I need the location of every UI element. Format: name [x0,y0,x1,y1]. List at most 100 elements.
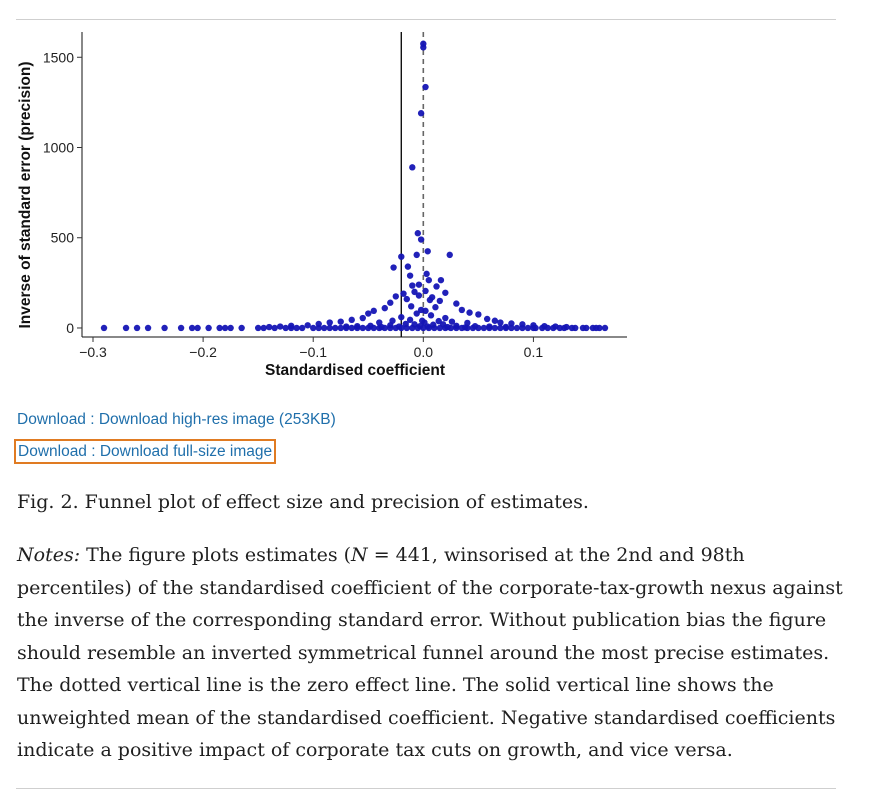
data-point [491,324,499,332]
data-point [337,324,344,332]
data-point [276,323,284,330]
x-tick-label: −0.2 [189,344,217,360]
data-point [413,251,420,259]
y-tick-label: 1500 [43,49,74,65]
data-point [392,324,399,332]
x-axis-label: Standardised coefficient [265,362,445,379]
data-point [435,317,442,325]
data-point [406,272,414,279]
data-point [348,316,355,324]
data-point [381,304,388,312]
data-point [556,324,564,332]
data-point [458,306,466,314]
data-point [532,324,539,332]
data-point [315,324,322,332]
bottom-divider [16,788,836,789]
data-point [442,324,449,332]
data-point [221,324,229,332]
data-point [442,289,449,296]
data-point [480,324,488,332]
data-point [271,324,278,332]
data-point [415,292,423,299]
data-point [265,323,273,331]
data-point [326,319,333,326]
data-point [365,324,372,332]
data-point [596,324,603,332]
data-point [299,324,306,332]
data-point [519,324,526,332]
y-tick-label: 500 [51,230,75,246]
download-high-res-link[interactable]: Download : Download high-res image (253K… [17,411,336,428]
data-point [205,324,212,332]
funnel-plot: 0 500 1000 1500 −0.3 −0.2 −0.1 0.0 0.1 Inverse o… [17,32,627,379]
data-point [453,324,460,332]
data-point [321,324,328,332]
data-point [359,324,366,332]
data-point [398,313,405,321]
data-point [161,324,168,332]
notes-lead: The figure plots estimates ( [86,544,352,566]
data-point [403,295,410,303]
data-point [406,316,414,324]
data-point [469,324,477,332]
data-point [431,324,438,332]
data-point [408,303,415,310]
data-point [359,314,366,322]
data-point [414,324,422,332]
data-point [579,324,587,332]
data-point [453,300,460,307]
data-point [544,324,551,332]
data-point [436,324,444,332]
data-point [436,297,444,305]
data-point [227,324,234,332]
data-point [422,307,429,315]
data-point [304,322,311,329]
download-full-size-link[interactable]: Download : Download full-size image [14,439,277,464]
data-point [589,324,597,332]
data-point [398,253,405,260]
data-point [417,236,425,243]
data-point [446,251,453,259]
data-point [601,324,609,332]
data-point [332,324,339,332]
data-point [260,324,267,332]
data-point [381,324,388,332]
data-point [390,264,397,271]
data-point [343,324,350,332]
data-point [427,312,435,319]
data-point [415,281,423,288]
data-point [177,324,185,332]
data-point [310,324,317,332]
notes-math-var: N [351,544,368,566]
data-point [409,164,416,171]
data-point [404,263,412,270]
data-point [348,324,355,332]
data-point [417,110,425,117]
data-point [425,324,433,332]
y-axis-label: Inverse of standard error (precision) [17,61,34,328]
data-point [422,83,429,91]
data-point [524,324,532,332]
data-point [238,324,245,332]
data-point [568,324,576,332]
figure-caption: Fig. 2. Funnel plot of effect size and p… [17,491,589,513]
data-point [387,324,394,332]
data-point [420,324,427,332]
data-point [424,248,431,255]
data-point [491,317,499,324]
data-point [370,307,377,315]
data-point [426,296,434,304]
notes-math-rel: = 441 [367,544,432,566]
data-point [442,314,449,322]
x-tick-label: −0.1 [299,344,327,360]
data-point [550,324,557,332]
y-tick-label: 1000 [43,140,74,156]
data-point [539,324,546,332]
data-point [458,324,466,332]
notes-body: , winsorised at the 2nd and 98th percent… [17,544,843,761]
data-point [508,324,515,332]
data-point [497,324,504,332]
data-point [403,324,410,332]
data-point [100,324,108,332]
data-point [370,324,377,332]
